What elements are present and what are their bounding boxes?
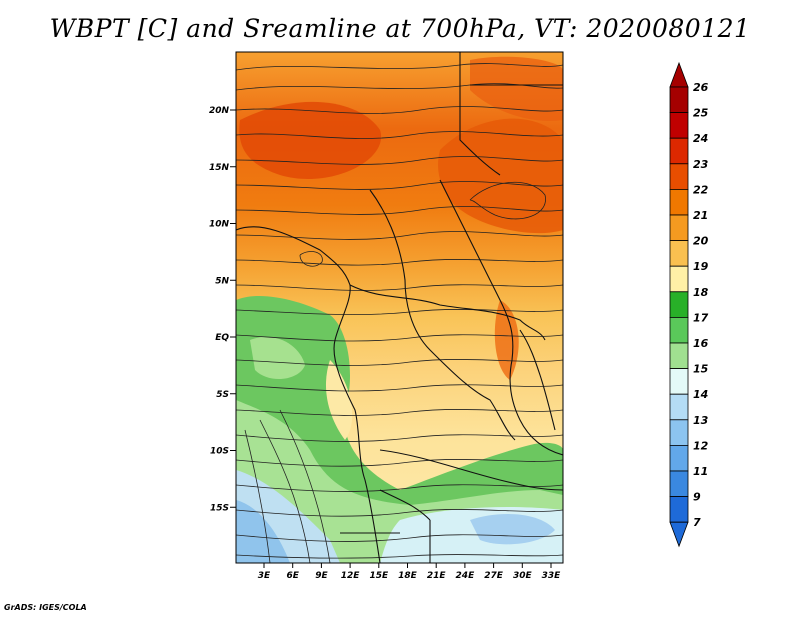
wbpt-field [236,52,563,563]
colorbar-segment [669,214,689,242]
colorbar-label: 7 [693,516,701,529]
lat-tick-label: 15S [210,503,229,513]
colorbar-top-arrow [669,61,689,88]
colorbar-label: 20 [693,235,709,248]
latitude-ticks: 20N 15N 10N 5N EQ 5S 10S 15S [209,106,236,513]
lon-tick-label: 33E [542,571,562,581]
lon-tick-label: 15E [369,571,389,581]
colorbar-label: 17 [693,311,709,324]
lon-tick-label: 21E [427,571,447,581]
colorbar-segment [669,265,689,293]
colorbar-label: 25 [693,107,709,120]
colorbar-segment [669,240,689,267]
colorbar-label: 21 [693,209,708,222]
colorbar-label: 23 [693,158,709,171]
colorbar-label: 12 [693,439,709,452]
lon-tick-label: 24E [456,571,476,581]
lat-tick-label: EQ [215,333,229,343]
colorbar-segment [669,342,689,370]
colorbar-segment [669,316,689,344]
lon-tick-label: 30E [513,571,533,581]
lon-tick-label: 27E [484,571,504,581]
colorbar-label: 13 [693,414,709,427]
colorbar-label: 18 [693,286,709,299]
colorbar-segment [669,163,689,190]
lon-tick-label: 3E [258,571,271,581]
colorbar-segment [669,444,689,472]
colorbar-segment [669,112,689,139]
colorbar-segment [669,188,689,216]
streamlines [236,63,563,563]
lat-tick-label: 20N [209,106,230,116]
colorbar-label: 16 [693,337,709,350]
colorbar-label: 11 [693,465,708,478]
colorbar-segment [669,291,689,318]
colorbar-label: 26 [693,81,709,94]
colorbar-segment [669,470,689,498]
colorbar-segment [669,368,689,395]
colorbar-label: 19 [693,260,709,273]
colorbar-segment [669,496,689,523]
lat-tick-label: 5S [216,390,229,400]
colorbar-segment [669,393,689,421]
colorbar-segment [669,86,689,114]
longitude-ticks: 3E 6E 9E 12E 15E 18E 21E 24E 27E 30E 33E [258,563,561,581]
colorbar-segment [669,419,689,446]
borders [236,52,563,563]
grads-credit: GrADS: IGES/COLA [4,603,87,612]
lon-tick-label: 18E [398,571,418,581]
lon-tick-label: 6E [286,571,299,581]
lon-tick-label: 12E [341,571,361,581]
colorbar-label: 9 [693,491,701,504]
chart-title: WBPT [C] and Sreamline at 700hPa, VT: 20… [49,14,751,43]
colorbar-label: 14 [693,388,708,401]
lat-tick-label: 10S [210,447,229,457]
plot-frame [235,51,564,564]
colorbar: 26 25 24 23 22 21 20 19 18 17 16 15 14 13 12 11 9 7 [669,61,709,548]
colorbar-bottom-arrow [669,521,689,548]
colorbar-label: 22 [693,183,709,196]
lon-tick-label: 9E [315,571,328,581]
lat-tick-label: 15N [209,163,230,173]
lat-tick-label: 10N [209,220,230,230]
colorbar-label: 15 [693,363,709,376]
colorbar-segment [669,137,689,165]
colorbar-label: 24 [693,132,708,145]
lat-tick-label: 5N [215,276,229,286]
